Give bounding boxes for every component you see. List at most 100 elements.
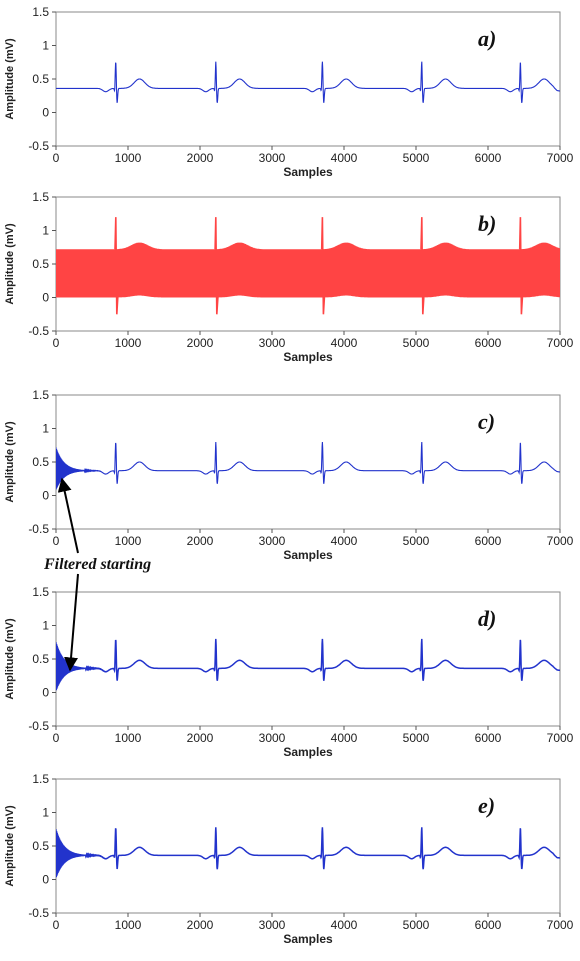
- x-tick-label: 0: [53, 151, 60, 165]
- annotation-arrow-up: [57, 477, 79, 554]
- y-tick-label: 1: [42, 806, 49, 820]
- x-axis-label: Samples: [283, 745, 333, 759]
- signal-group: [56, 217, 560, 315]
- chart-panel-d: -0.5 0 0.5 1 1.5 0 1000 2000 3000 4000 5000 6000 700…: [4, 585, 574, 759]
- panel-label: e): [478, 793, 495, 818]
- plot-frame: [55, 591, 561, 727]
- x-tick-label: 5000: [403, 151, 430, 165]
- series-line: [56, 638, 560, 691]
- series-line: [56, 441, 560, 490]
- y-tick-label: 0: [42, 686, 49, 700]
- y-axis-label: Amplitude (mV): [4, 618, 16, 700]
- y-tick-label: 0: [42, 291, 49, 305]
- x-tick-label: 5000: [403, 534, 430, 548]
- x-tick-label: 7000: [547, 151, 574, 165]
- y-tick-label: 0.5: [32, 652, 49, 666]
- r-peak-spike: [114, 217, 119, 315]
- r-peak-spike: [320, 217, 326, 315]
- chart-panel-c: -0.5 0 0.5 1 1.5 0 1000 2000 3000 4000 5000 6000 700…: [4, 388, 574, 562]
- x-tick-label: 4000: [331, 918, 358, 932]
- x-tick-label: 1000: [115, 151, 142, 165]
- x-tick-label: 1000: [115, 534, 142, 548]
- x-tick-label: 3000: [259, 336, 286, 350]
- r-peak-spike: [518, 217, 524, 315]
- y-tick-label: 1: [42, 619, 49, 633]
- y-axis-label: Amplitude (mV): [4, 223, 16, 305]
- x-tick-label: 0: [53, 534, 60, 548]
- x-tick-label: 4000: [331, 151, 358, 165]
- x-axis-label: Samples: [283, 165, 333, 179]
- x-tick-label: 0: [53, 731, 60, 745]
- y-tick-label: 0.5: [32, 455, 49, 469]
- y-tick-label: -0.5: [28, 719, 49, 733]
- panel-label: d): [478, 606, 496, 631]
- chart-panel-b: -0.5 0 0.5 1 1.5 0 1000 2000 3000 4000 5000 6000 700…: [4, 190, 574, 364]
- x-tick-label: 3000: [259, 534, 286, 548]
- y-tick-label: -0.5: [28, 139, 49, 153]
- y-tick-label: 0.5: [32, 839, 49, 853]
- series-line: [56, 827, 560, 878]
- x-tick-label: 6000: [475, 336, 502, 350]
- x-tick-label: 3000: [259, 918, 286, 932]
- x-tick-label: 6000: [475, 918, 502, 932]
- x-tick-label: 2000: [187, 918, 214, 932]
- y-tick-label: 1.5: [32, 772, 49, 786]
- signal-group: [56, 827, 560, 878]
- y-tick-label: 1.5: [32, 585, 49, 599]
- y-tick-label: -0.5: [28, 324, 49, 338]
- x-tick-label: 4000: [331, 534, 358, 548]
- x-tick-label: 2000: [187, 731, 214, 745]
- x-tick-label: 7000: [547, 731, 574, 745]
- series-line: [56, 242, 560, 298]
- y-tick-label: 1: [42, 39, 49, 53]
- x-tick-label: 7000: [547, 918, 574, 932]
- y-axis-label: Amplitude (mV): [4, 805, 16, 887]
- y-tick-label: -0.5: [28, 522, 49, 536]
- x-tick-label: 5000: [403, 336, 430, 350]
- chart-panel-a: -0.5 0 0.5 1 1.5 0 1000 2000 3000 4000 5000 6000 700…: [4, 5, 574, 179]
- y-axis-label: Amplitude (mV): [4, 421, 16, 503]
- chart-panel-e: -0.5 0 0.5 1 1.5 0 1000 2000 3000 4000 5000 6000 700…: [4, 772, 574, 946]
- x-tick-label: 3000: [259, 731, 286, 745]
- x-tick-label: 0: [53, 918, 60, 932]
- x-tick-label: 4000: [331, 731, 358, 745]
- y-tick-label: 0: [42, 489, 49, 503]
- r-peak-spike: [420, 217, 425, 315]
- x-tick-label: 1000: [115, 731, 142, 745]
- x-tick-label: 6000: [475, 534, 502, 548]
- y-tick-label: 1.5: [32, 190, 49, 204]
- x-tick-label: 6000: [475, 151, 502, 165]
- y-tick-label: 0.5: [32, 72, 49, 86]
- signal-group: [56, 638, 560, 691]
- y-tick-label: 0: [42, 873, 49, 887]
- annotation-arrow-down: [64, 573, 79, 672]
- x-tick-label: 5000: [403, 918, 430, 932]
- y-tick-label: 1: [42, 422, 49, 436]
- y-axis-label: Amplitude (mV): [4, 38, 16, 120]
- x-tick-label: 3000: [259, 151, 286, 165]
- y-tick-label: 0: [42, 106, 49, 120]
- y-tick-label: 0.5: [32, 257, 49, 271]
- signal-group: [56, 441, 560, 490]
- x-tick-label: 1000: [115, 336, 142, 350]
- x-axis-label: Samples: [283, 932, 333, 946]
- x-tick-label: 2000: [187, 151, 214, 165]
- x-tick-label: 6000: [475, 731, 502, 745]
- series-line: [56, 61, 560, 103]
- y-tick-label: -0.5: [28, 906, 49, 920]
- signal-group: [56, 61, 560, 103]
- x-tick-label: 2000: [187, 336, 214, 350]
- x-axis-label: Samples: [283, 350, 333, 364]
- panel-label: b): [478, 211, 496, 236]
- x-tick-label: 7000: [547, 534, 574, 548]
- panel-label: c): [478, 409, 495, 434]
- x-tick-label: 2000: [187, 534, 214, 548]
- y-tick-label: 1.5: [32, 5, 49, 19]
- y-tick-label: 1.5: [32, 388, 49, 402]
- annotation-text: Filtered starting: [43, 556, 151, 573]
- panel-label: a): [478, 26, 496, 51]
- x-tick-label: 1000: [115, 918, 142, 932]
- y-tick-label: 1: [42, 224, 49, 238]
- x-tick-label: 7000: [547, 336, 574, 350]
